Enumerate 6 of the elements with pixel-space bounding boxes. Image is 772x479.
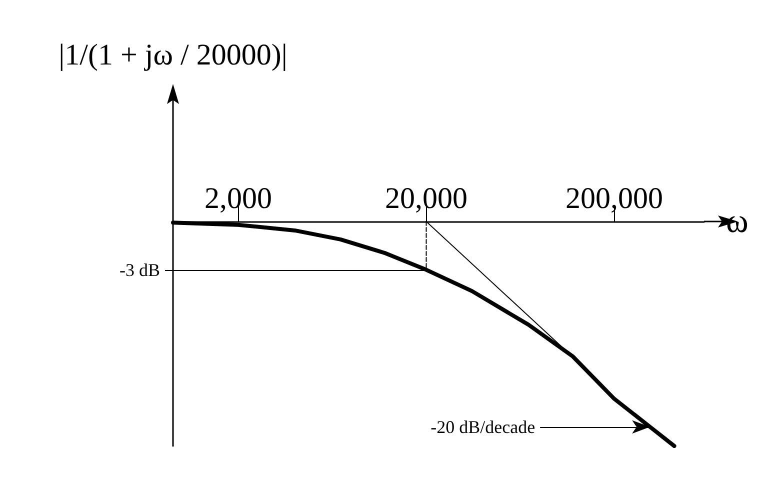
x-tick-label: 200,000 (566, 182, 664, 215)
annotation: -20 dB/decade (430, 416, 536, 437)
annotation: -3 dB (120, 260, 160, 280)
x-tick-label: 20,000 (384, 182, 468, 215)
y-axis-title: |1/(1 + jω / 20000)| (58, 38, 288, 72)
x-tick-label: 2,000 (204, 182, 272, 215)
